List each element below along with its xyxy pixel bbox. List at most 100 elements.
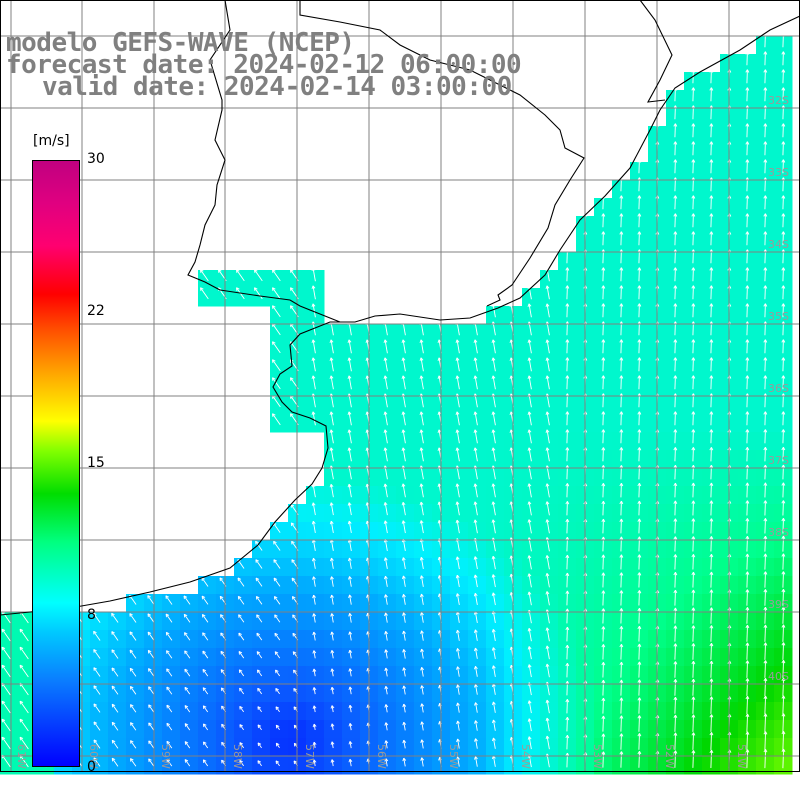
wind-arrow [601,572,606,588]
wind-arrow [709,411,714,426]
wind-arrow [1,718,11,732]
wind-arrow [601,608,606,624]
wind-arrow [745,535,750,552]
wind-arrow [763,571,768,588]
wind-arrow [763,553,768,570]
wind-arrow [111,631,119,641]
wind-arrow [691,661,696,678]
wind-arrow [384,594,388,605]
wind-arrow [673,195,678,210]
wind-arrow [673,375,678,390]
wind-arrow [673,661,678,678]
wind-arrow [420,739,425,749]
wind-arrow [601,644,606,660]
lat-label: 35S [768,310,789,323]
wind-arrow [565,590,570,606]
wind-arrow [491,574,496,588]
wind-arrow [272,269,281,282]
wind-arrow [691,87,696,102]
wind-arrow [491,555,496,570]
wind-arrow [402,721,407,731]
wind-arrow [745,195,750,210]
wind-arrow [637,750,642,768]
lat-label: 32S [768,94,789,107]
wind-arrow [348,758,353,767]
wind-arrow [601,715,606,732]
wind-arrow [275,724,280,731]
wind-arrow [709,749,714,768]
wind-arrow [130,704,137,713]
wind-arrow [601,213,606,228]
wind-arrow [111,721,119,731]
wind-arrow [637,697,642,714]
wind-arrow [256,669,263,677]
model-title: modelo GEFS-WAVE (NCEP) [6,28,355,58]
wind-arrow [673,536,678,552]
wind-arrow [402,685,407,695]
wind-arrow [456,648,460,659]
wind-arrow [691,750,696,768]
wind-arrow [238,669,245,677]
wind-arrow [673,339,678,354]
wind-arrow [329,447,334,462]
wind-arrow [239,687,245,695]
wind-arrow [709,696,714,714]
wind-arrow [473,574,478,588]
wind-arrow [93,739,101,749]
wind-arrow [673,231,678,246]
wind-arrow [637,554,642,570]
wind-arrow [383,429,388,444]
wind-arrow [348,668,353,677]
wind-arrow [673,267,678,282]
wind-arrow [491,483,496,498]
wind-arrow [763,749,768,769]
wind-arrow [619,500,624,516]
wind-arrow [601,285,606,300]
wind-arrow [455,429,460,444]
wind-arrow [384,612,388,623]
wind-arrow [419,483,424,498]
wind-arrow [545,411,550,426]
wind-arrow [329,357,334,372]
wind-arrow [527,736,532,750]
wind-arrow [619,572,624,588]
wind-arrow [545,555,550,570]
wind-arrow [691,339,696,354]
wind-arrow [781,285,786,300]
wind-arrow [565,483,570,498]
wind-arrow [111,649,119,659]
wind-arrow [637,715,642,732]
wind-arrow [781,535,786,552]
wind-arrow [637,231,642,246]
wind-arrow [709,159,714,174]
wind-arrow [601,303,606,318]
wind-arrow [311,285,316,300]
wind-arrow [527,303,532,318]
wind-arrow [619,357,624,372]
colorbar-tick-22: 22 [87,303,105,319]
wind-arrow [781,69,786,84]
wind-arrow [348,613,352,623]
wind-arrow [93,630,101,641]
wind-arrow [565,267,570,282]
wind-arrow [401,429,406,444]
wind-arrow [275,760,280,767]
wind-arrow [129,649,137,659]
wind-arrow [691,141,696,156]
wind-arrow [129,667,137,677]
wind-arrow [781,339,786,354]
wind-arrow [330,650,335,659]
wind-arrow [691,732,696,750]
wind-arrow [491,303,496,318]
wind-arrow [745,571,750,588]
wind-arrow [763,339,768,354]
wind-arrow [763,695,768,715]
wind-arrow [781,624,786,642]
wind-arrow [619,482,624,498]
wind-arrow [237,595,245,605]
wind-arrow [419,520,424,534]
wind-arrow [709,267,714,282]
wind-arrow [312,723,317,731]
lon-label: 56W [375,744,388,769]
